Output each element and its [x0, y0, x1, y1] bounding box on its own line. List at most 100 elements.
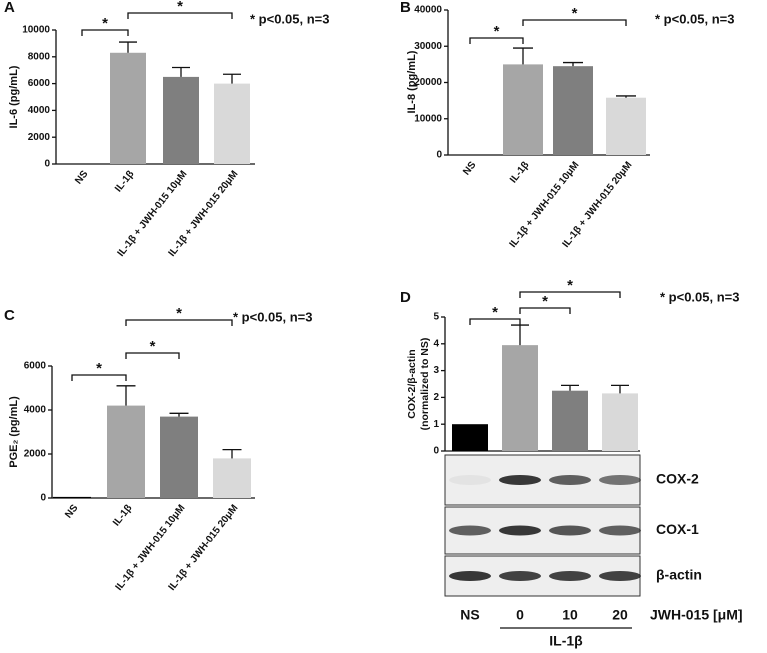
x-tick-label: 10: [562, 607, 578, 623]
y-axis-label: COX-2/β-actin: [406, 349, 418, 418]
panel-label: A: [4, 0, 15, 16]
x-tick-label: IL-1β: [113, 169, 136, 195]
bar: [502, 345, 538, 451]
bar: [163, 76, 199, 164]
x-tick-label: IL-1β: [508, 160, 531, 186]
y-tick-label: 4000: [28, 105, 51, 116]
bar: [213, 458, 251, 498]
error-bar: [222, 448, 242, 459]
significance-label: *: [177, 0, 183, 15]
blot-band: [599, 525, 641, 536]
significance-label: *: [572, 5, 578, 22]
bar: [53, 496, 91, 498]
x-tick-label: 0: [516, 607, 524, 623]
significance-bracket: [81, 29, 129, 36]
panel-label: D: [400, 289, 411, 306]
bar: [110, 52, 146, 164]
significance-bracket: [522, 19, 627, 26]
error-bar: [169, 412, 189, 417]
error-bar: [172, 66, 190, 77]
x-tick-label: IL-1β: [111, 503, 134, 529]
error-bar: [561, 384, 579, 391]
y-tick-label: 2000: [28, 132, 51, 143]
bar: [503, 64, 543, 155]
y-tick-label: 0: [44, 159, 50, 170]
blot-band: [599, 571, 641, 581]
blot-band: [499, 525, 541, 536]
y-axis-label: (normalized to NS): [419, 338, 431, 431]
significance-bracket: [71, 374, 127, 381]
x-tick-label: NS: [63, 502, 80, 520]
y-tick-label: 2000: [24, 449, 47, 460]
bar: [606, 97, 646, 155]
bar: [552, 390, 588, 451]
significance-bracket: [125, 319, 233, 326]
significance-label: *: [176, 305, 182, 322]
x-tick-label: 20: [612, 607, 628, 623]
significance-bracket: [127, 12, 233, 19]
blot-band: [599, 475, 641, 485]
bar: [107, 405, 145, 498]
significance-bracket: [519, 307, 571, 314]
y-tick-label: 0: [40, 493, 46, 504]
blot-band: [499, 475, 541, 485]
error-bar: [611, 384, 629, 394]
x-tick-label: NS: [461, 159, 478, 177]
panel-label: C: [4, 307, 15, 324]
error-bar: [511, 324, 529, 346]
significance-label: *: [150, 338, 156, 355]
y-tick-label: 6000: [24, 361, 47, 372]
significance-note: * p<0.05, n=3: [250, 11, 330, 26]
y-tick-label: 3: [433, 365, 439, 376]
y-tick-label: 4: [433, 338, 439, 349]
significance-bracket: [469, 318, 521, 325]
significance-label: *: [96, 360, 102, 377]
bar: [214, 83, 250, 164]
bar: [602, 393, 638, 451]
bar: [160, 416, 198, 498]
significance-label: *: [567, 277, 573, 294]
significance-note: * p<0.05, n=3: [660, 289, 740, 304]
blot-band: [499, 571, 541, 581]
bar: [452, 424, 488, 451]
y-axis-label: PGE₂ (pg/mL): [8, 396, 20, 468]
blot-band: [549, 475, 591, 485]
significance-bracket: [469, 37, 524, 44]
x-tick-label: NS: [460, 607, 479, 623]
y-tick-label: 20000: [414, 77, 442, 88]
significance-note: * p<0.05, n=3: [655, 11, 735, 26]
y-axis-label: IL-8 (pg/mL): [406, 50, 418, 113]
significance-label: *: [492, 304, 498, 321]
y-tick-label: 10000: [414, 113, 442, 124]
y-axis-label: IL-6 (pg/mL): [8, 65, 20, 128]
y-tick-label: 2: [433, 392, 439, 403]
y-tick-label: 8000: [28, 51, 51, 62]
blot-band: [449, 525, 491, 536]
y-tick-label: 0: [433, 446, 439, 457]
error-bar: [563, 61, 583, 67]
blot-band: [449, 571, 491, 581]
panel-label: B: [400, 0, 411, 16]
significance-note: * p<0.05, n=3: [233, 309, 313, 324]
y-tick-label: 40000: [414, 5, 442, 16]
significance-label: *: [102, 15, 108, 32]
y-tick-label: 4000: [24, 405, 47, 416]
blot-label: COX-1: [656, 521, 699, 537]
error-bar: [116, 385, 136, 406]
blot-label: COX-2: [656, 471, 699, 487]
y-tick-label: 1: [433, 419, 439, 430]
blot-band: [549, 571, 591, 581]
significance-bracket: [519, 291, 621, 298]
y-tick-label: 0: [436, 150, 442, 161]
blot-label: β-actin: [656, 567, 702, 583]
x-tick-label: NS: [73, 168, 90, 186]
significance-label: *: [494, 23, 500, 40]
error-bar: [119, 41, 137, 53]
blot-band: [549, 525, 591, 536]
x-axis-label: JWH-015 [μM]: [650, 607, 743, 623]
blot-band: [449, 475, 491, 485]
error-bar: [223, 73, 241, 84]
error-bar: [513, 47, 533, 65]
y-tick-label: 6000: [28, 78, 51, 89]
